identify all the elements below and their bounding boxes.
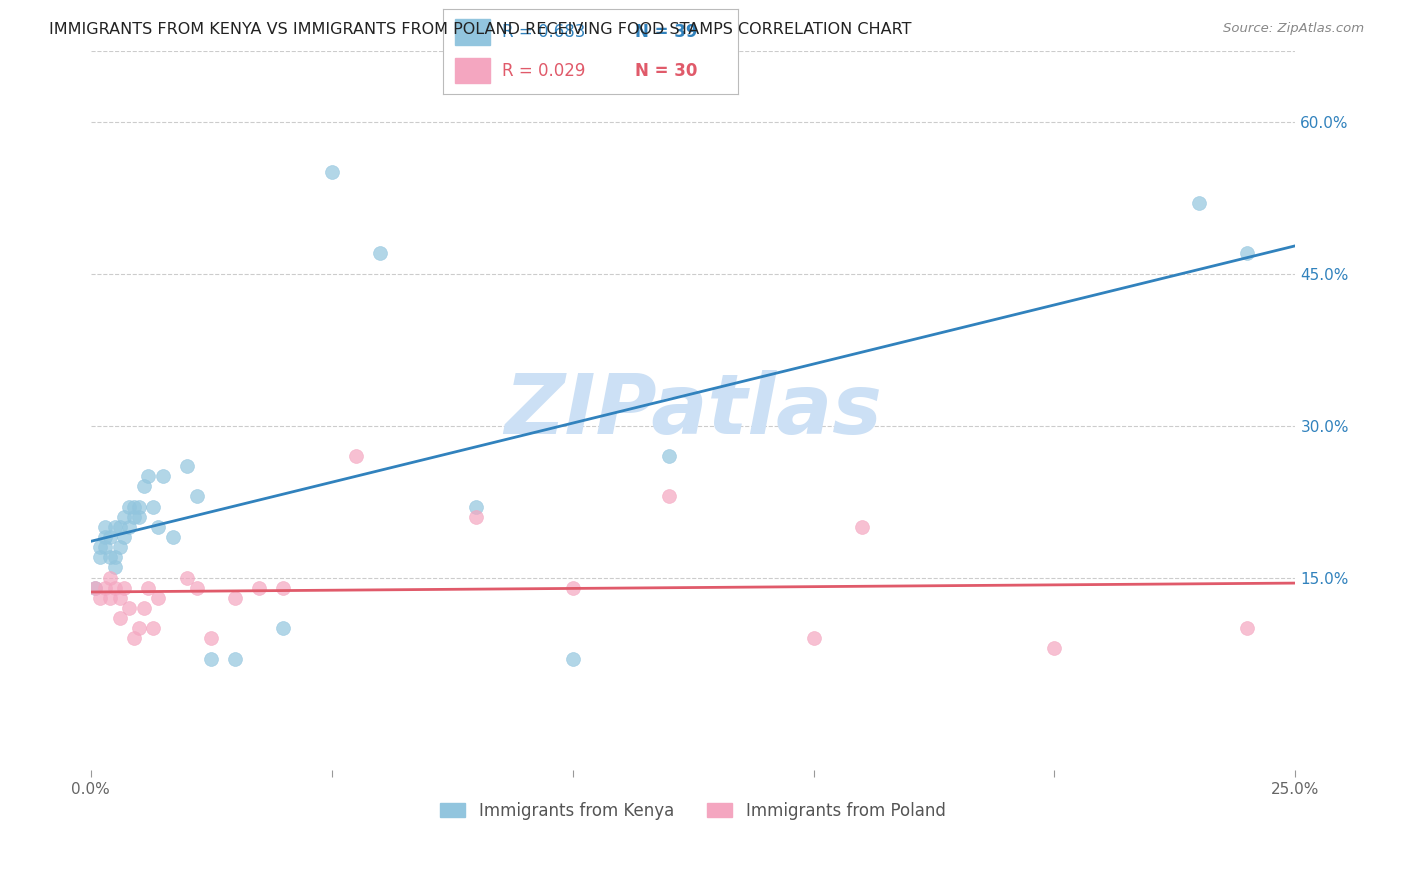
Point — [321, 165, 343, 179]
Point — [152, 469, 174, 483]
Point — [186, 581, 208, 595]
Point — [128, 621, 150, 635]
Text: Source: ZipAtlas.com: Source: ZipAtlas.com — [1223, 22, 1364, 36]
Point — [200, 632, 222, 646]
Point — [122, 500, 145, 514]
Point — [84, 581, 107, 595]
Point — [851, 520, 873, 534]
Point — [224, 651, 246, 665]
Point — [658, 449, 681, 463]
Point — [108, 520, 131, 534]
Point — [465, 500, 488, 514]
Point — [465, 509, 488, 524]
Point — [132, 600, 155, 615]
Point — [104, 581, 127, 595]
Point — [142, 500, 165, 514]
Point — [94, 581, 117, 595]
Point — [94, 530, 117, 544]
Point — [561, 581, 583, 595]
Point — [273, 581, 295, 595]
Point — [118, 520, 141, 534]
Point — [98, 570, 121, 584]
Point — [128, 509, 150, 524]
Point — [200, 651, 222, 665]
Point — [803, 632, 825, 646]
Point — [122, 632, 145, 646]
Point — [94, 540, 117, 554]
Point — [118, 500, 141, 514]
Point — [1236, 246, 1258, 260]
Bar — [454, 58, 491, 84]
Point — [186, 490, 208, 504]
Point — [1188, 195, 1211, 210]
Point — [146, 520, 169, 534]
Point — [94, 520, 117, 534]
Point — [273, 621, 295, 635]
Text: ZIPatlas: ZIPatlas — [505, 370, 882, 450]
Point — [1236, 621, 1258, 635]
Point — [118, 600, 141, 615]
Point — [128, 500, 150, 514]
Point — [146, 591, 169, 605]
Point — [98, 530, 121, 544]
Bar — [454, 19, 491, 45]
Point — [132, 479, 155, 493]
Point — [344, 449, 367, 463]
Text: R = 0.029: R = 0.029 — [502, 62, 585, 79]
Point — [142, 621, 165, 635]
Point — [122, 509, 145, 524]
Point — [98, 550, 121, 565]
Text: IMMIGRANTS FROM KENYA VS IMMIGRANTS FROM POLAND RECEIVING FOOD STAMPS CORRELATIO: IMMIGRANTS FROM KENYA VS IMMIGRANTS FROM… — [49, 22, 911, 37]
Text: N = 30: N = 30 — [636, 62, 697, 79]
Point — [112, 509, 135, 524]
Point — [108, 540, 131, 554]
Point — [89, 591, 111, 605]
Text: N = 39: N = 39 — [636, 23, 697, 41]
Point — [104, 550, 127, 565]
Point — [561, 651, 583, 665]
Point — [84, 581, 107, 595]
Point — [658, 490, 681, 504]
Point — [98, 591, 121, 605]
Point — [368, 246, 391, 260]
Point — [176, 570, 198, 584]
Point — [138, 581, 160, 595]
Point — [112, 530, 135, 544]
Point — [104, 520, 127, 534]
Point — [162, 530, 184, 544]
Point — [104, 560, 127, 574]
Point — [1043, 641, 1066, 656]
Point — [89, 540, 111, 554]
Point — [108, 591, 131, 605]
Point — [112, 581, 135, 595]
Point — [108, 611, 131, 625]
Point — [138, 469, 160, 483]
Point — [247, 581, 270, 595]
Point — [176, 458, 198, 473]
Point — [224, 591, 246, 605]
Point — [89, 550, 111, 565]
Text: R = 0.683: R = 0.683 — [502, 23, 585, 41]
Legend: Immigrants from Kenya, Immigrants from Poland: Immigrants from Kenya, Immigrants from P… — [434, 795, 952, 826]
